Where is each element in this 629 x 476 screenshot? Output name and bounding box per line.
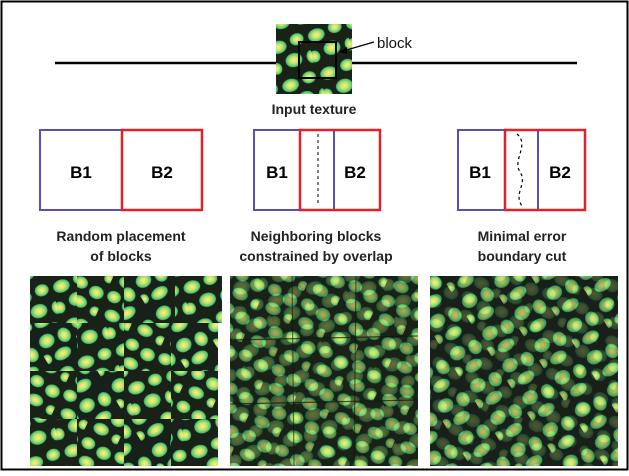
block-label: block — [377, 35, 413, 52]
block-b2-label: B2 — [151, 163, 173, 182]
block-b2 — [298, 128, 382, 212]
caption-line-2: of blocks — [90, 248, 152, 264]
block-b1-label: B1 — [266, 163, 288, 182]
result-cut — [430, 276, 618, 466]
block-b2 — [120, 128, 204, 212]
block-pointer — [339, 41, 375, 54]
panel-cut: B1 B2 Minimal error boundary cut — [457, 128, 587, 264]
block-marker — [298, 41, 337, 79]
block-b2-label: B2 — [549, 163, 571, 182]
caption-line-1: Random placement — [56, 228, 185, 244]
block-b2 — [503, 128, 587, 212]
input-texture — [276, 24, 352, 94]
block-b1-label: B1 — [70, 163, 92, 182]
result-overlap — [229, 275, 419, 467]
block-b1 — [253, 129, 335, 211]
block-b1-label: B1 — [469, 163, 491, 182]
caption-line-1: Neighboring blocks — [251, 228, 382, 244]
block-b1 — [457, 129, 539, 211]
panel-random: B1 B2 Random placement of blocks — [39, 128, 204, 264]
caption-line-2: constrained by overlap — [239, 248, 392, 264]
caption-line-1: Minimal error — [478, 228, 567, 244]
input-texture-caption: Input texture — [272, 101, 357, 117]
caption-line-2: boundary cut — [478, 248, 567, 264]
result-random — [30, 276, 222, 466]
panel-overlap: B1 B2 Neighboring blocks constrained by … — [239, 128, 393, 264]
block-b2-label: B2 — [344, 163, 366, 182]
